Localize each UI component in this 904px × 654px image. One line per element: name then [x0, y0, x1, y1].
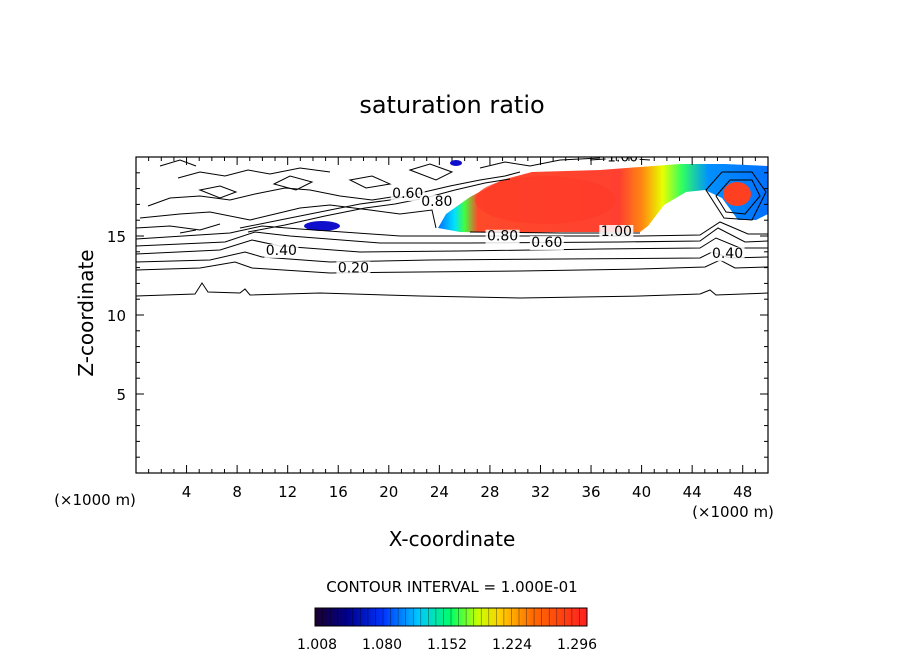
plume-hotspot [723, 182, 751, 206]
blue-patch-top [450, 160, 462, 166]
contour-label: 0.60 [531, 235, 562, 251]
contour-label: 0.60 [392, 186, 423, 202]
contour-label: 0.80 [421, 194, 452, 210]
contour-lines [136, 157, 768, 299]
x-tick-label: 8 [232, 483, 242, 501]
x-tick-label: 32 [531, 483, 550, 501]
contour-interval-note: CONTOUR INTERVAL = 1.000E-01 [326, 578, 577, 596]
y-tick-label: 10 [107, 307, 126, 325]
x-tick-label: 36 [581, 483, 600, 501]
x-tick-label: 40 [632, 483, 651, 501]
contour-label: 0.40 [266, 243, 297, 259]
x-tick-label: 12 [278, 483, 297, 501]
contour-label: 0.40 [712, 246, 743, 262]
x-tick-label: 20 [379, 483, 398, 501]
colorbar-bands [322, 608, 580, 626]
x-axis-label: X-coordinate [389, 527, 516, 551]
x-tick-label: 28 [480, 483, 499, 501]
blue-patch-left [304, 221, 340, 231]
x-tick-label: 24 [430, 483, 449, 501]
contour-label: 0.80 [487, 229, 518, 245]
y-tick-label: 5 [116, 386, 126, 404]
x-unit-left: (×1000 m) [54, 491, 136, 509]
contour-labels: 0.200.400.600.800.80 0.601.001.000.40 [264, 150, 745, 276]
colorbar-tick-label: 1.152 [427, 637, 467, 653]
colorbar-labels: 1.008 1.080 1.152 1.224 1.296 [297, 637, 597, 653]
colorbar-tick-label: 1.224 [492, 637, 532, 653]
plume-core [475, 176, 615, 224]
contour-label: 1.00 [607, 150, 638, 166]
chart-title: saturation ratio [359, 91, 544, 119]
contour-label-bg [599, 225, 634, 239]
colorbar-tick-label: 1.080 [362, 637, 402, 653]
contour-label-bg [605, 157, 640, 165]
x-tick-label: 48 [733, 483, 752, 501]
x-axis: 4 8 12 16 20 24 28 32 36 40 44 48 [148, 157, 756, 501]
colorbar-tick-label: 1.008 [297, 637, 337, 653]
y-axis-label: Z-coordinate [74, 249, 98, 376]
colorbar-tick-label: 1.296 [557, 637, 597, 653]
contour-label-bg [485, 229, 520, 244]
contour-label-bg [529, 236, 564, 251]
y-axis: 5 10 15 [107, 172, 768, 458]
contour-label-bg [419, 194, 454, 209]
contour-label: 1.00 [601, 224, 632, 240]
x-tick-label: 16 [329, 483, 348, 501]
x-tick-label: 4 [182, 483, 192, 501]
contour-label-bg [390, 187, 425, 202]
y-tick-label: 15 [107, 228, 126, 246]
plot-area: 0.200.400.600.800.80 0.601.001.000.40 [136, 150, 768, 299]
contour-label: 0.20 [338, 260, 369, 276]
contour-label-bg [264, 243, 299, 258]
contour-label-bg [336, 261, 371, 276]
contour-label-bg [710, 247, 745, 262]
x-unit-right: (×1000 m) [692, 503, 774, 521]
x-tick-label: 44 [683, 483, 702, 501]
